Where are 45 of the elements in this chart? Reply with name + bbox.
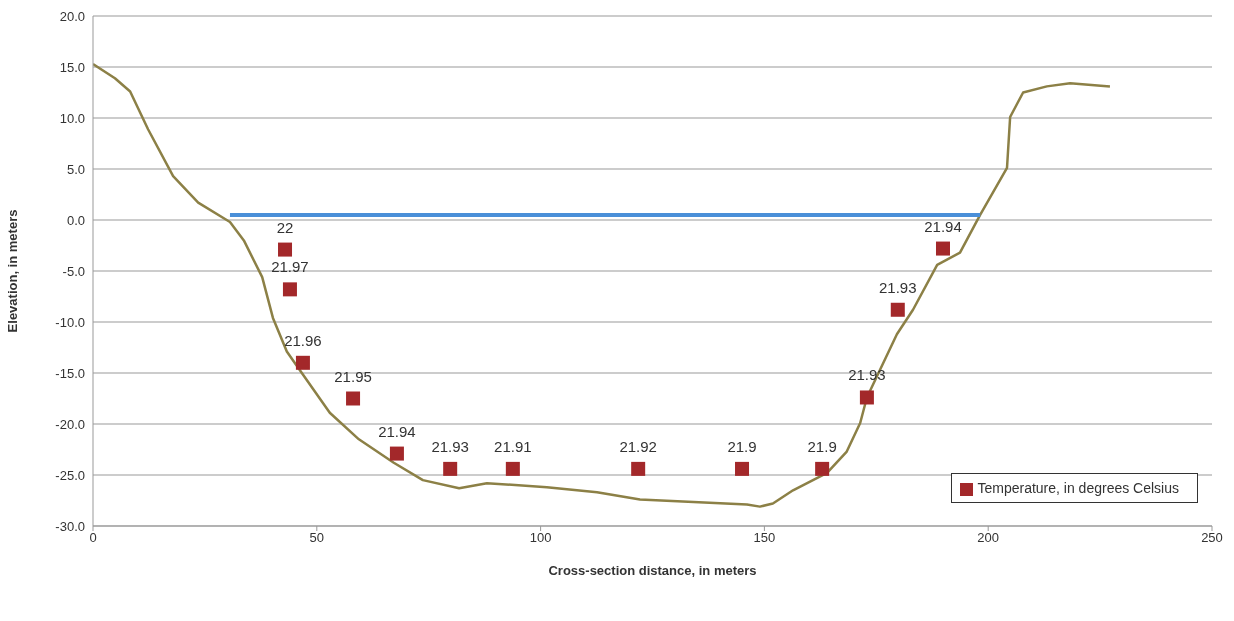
x-tick-label: 0 [89,530,97,546]
annotation: 21.92 [619,437,657,455]
x-tick-label: 200 [977,530,1000,546]
annotation: 21.91 [494,437,532,455]
annotation: 21.93 [879,278,917,296]
annotation: 22 [276,218,294,236]
x-tick-label: 150 [753,530,776,546]
y-tick-label: 20.0 [59,8,85,24]
point [389,446,404,461]
point [935,241,950,256]
point [890,302,905,317]
annotation: 21.97 [271,258,309,276]
x-tick-label: 100 [529,530,552,546]
point [735,461,750,476]
annotation: 21.9 [807,437,837,455]
y-tick-label: -15.0 [55,365,85,381]
annotation: 21.93 [431,437,469,455]
point [505,461,520,476]
annotation: 21.94 [924,217,962,235]
legend-label: Temperature, in degrees Celsius [977,480,1179,496]
point [859,390,874,405]
point [282,282,297,297]
y-tick-label: 5.0 [66,161,85,177]
annotation: 21.96 [284,331,322,349]
y-tick-label: -5.0 [62,263,85,279]
y-tick-label: 15.0 [59,59,85,75]
point [815,461,830,476]
y-tick-label: -30.0 [55,518,85,534]
y-axis-title: Elevation, in meters [4,209,20,333]
y-tick-label: 0.0 [66,212,85,228]
point [278,242,293,257]
annotation: 21.95 [334,367,372,385]
point [346,391,361,406]
y-tick-label: 10.0 [59,110,85,126]
annotation: 21.94 [378,422,416,440]
x-axis-title: Cross-section distance, in meters [548,563,757,578]
point [443,461,458,476]
y-tick-label: -25.0 [55,467,85,483]
x-tick-label: 250 [1201,530,1223,546]
annotation: 21.9 [727,437,757,455]
y-tick-label: -20.0 [55,416,85,432]
x-tick-label: 50 [309,530,325,546]
point [295,355,310,370]
y-tick-label: -10.0 [55,314,85,330]
point [631,461,646,476]
